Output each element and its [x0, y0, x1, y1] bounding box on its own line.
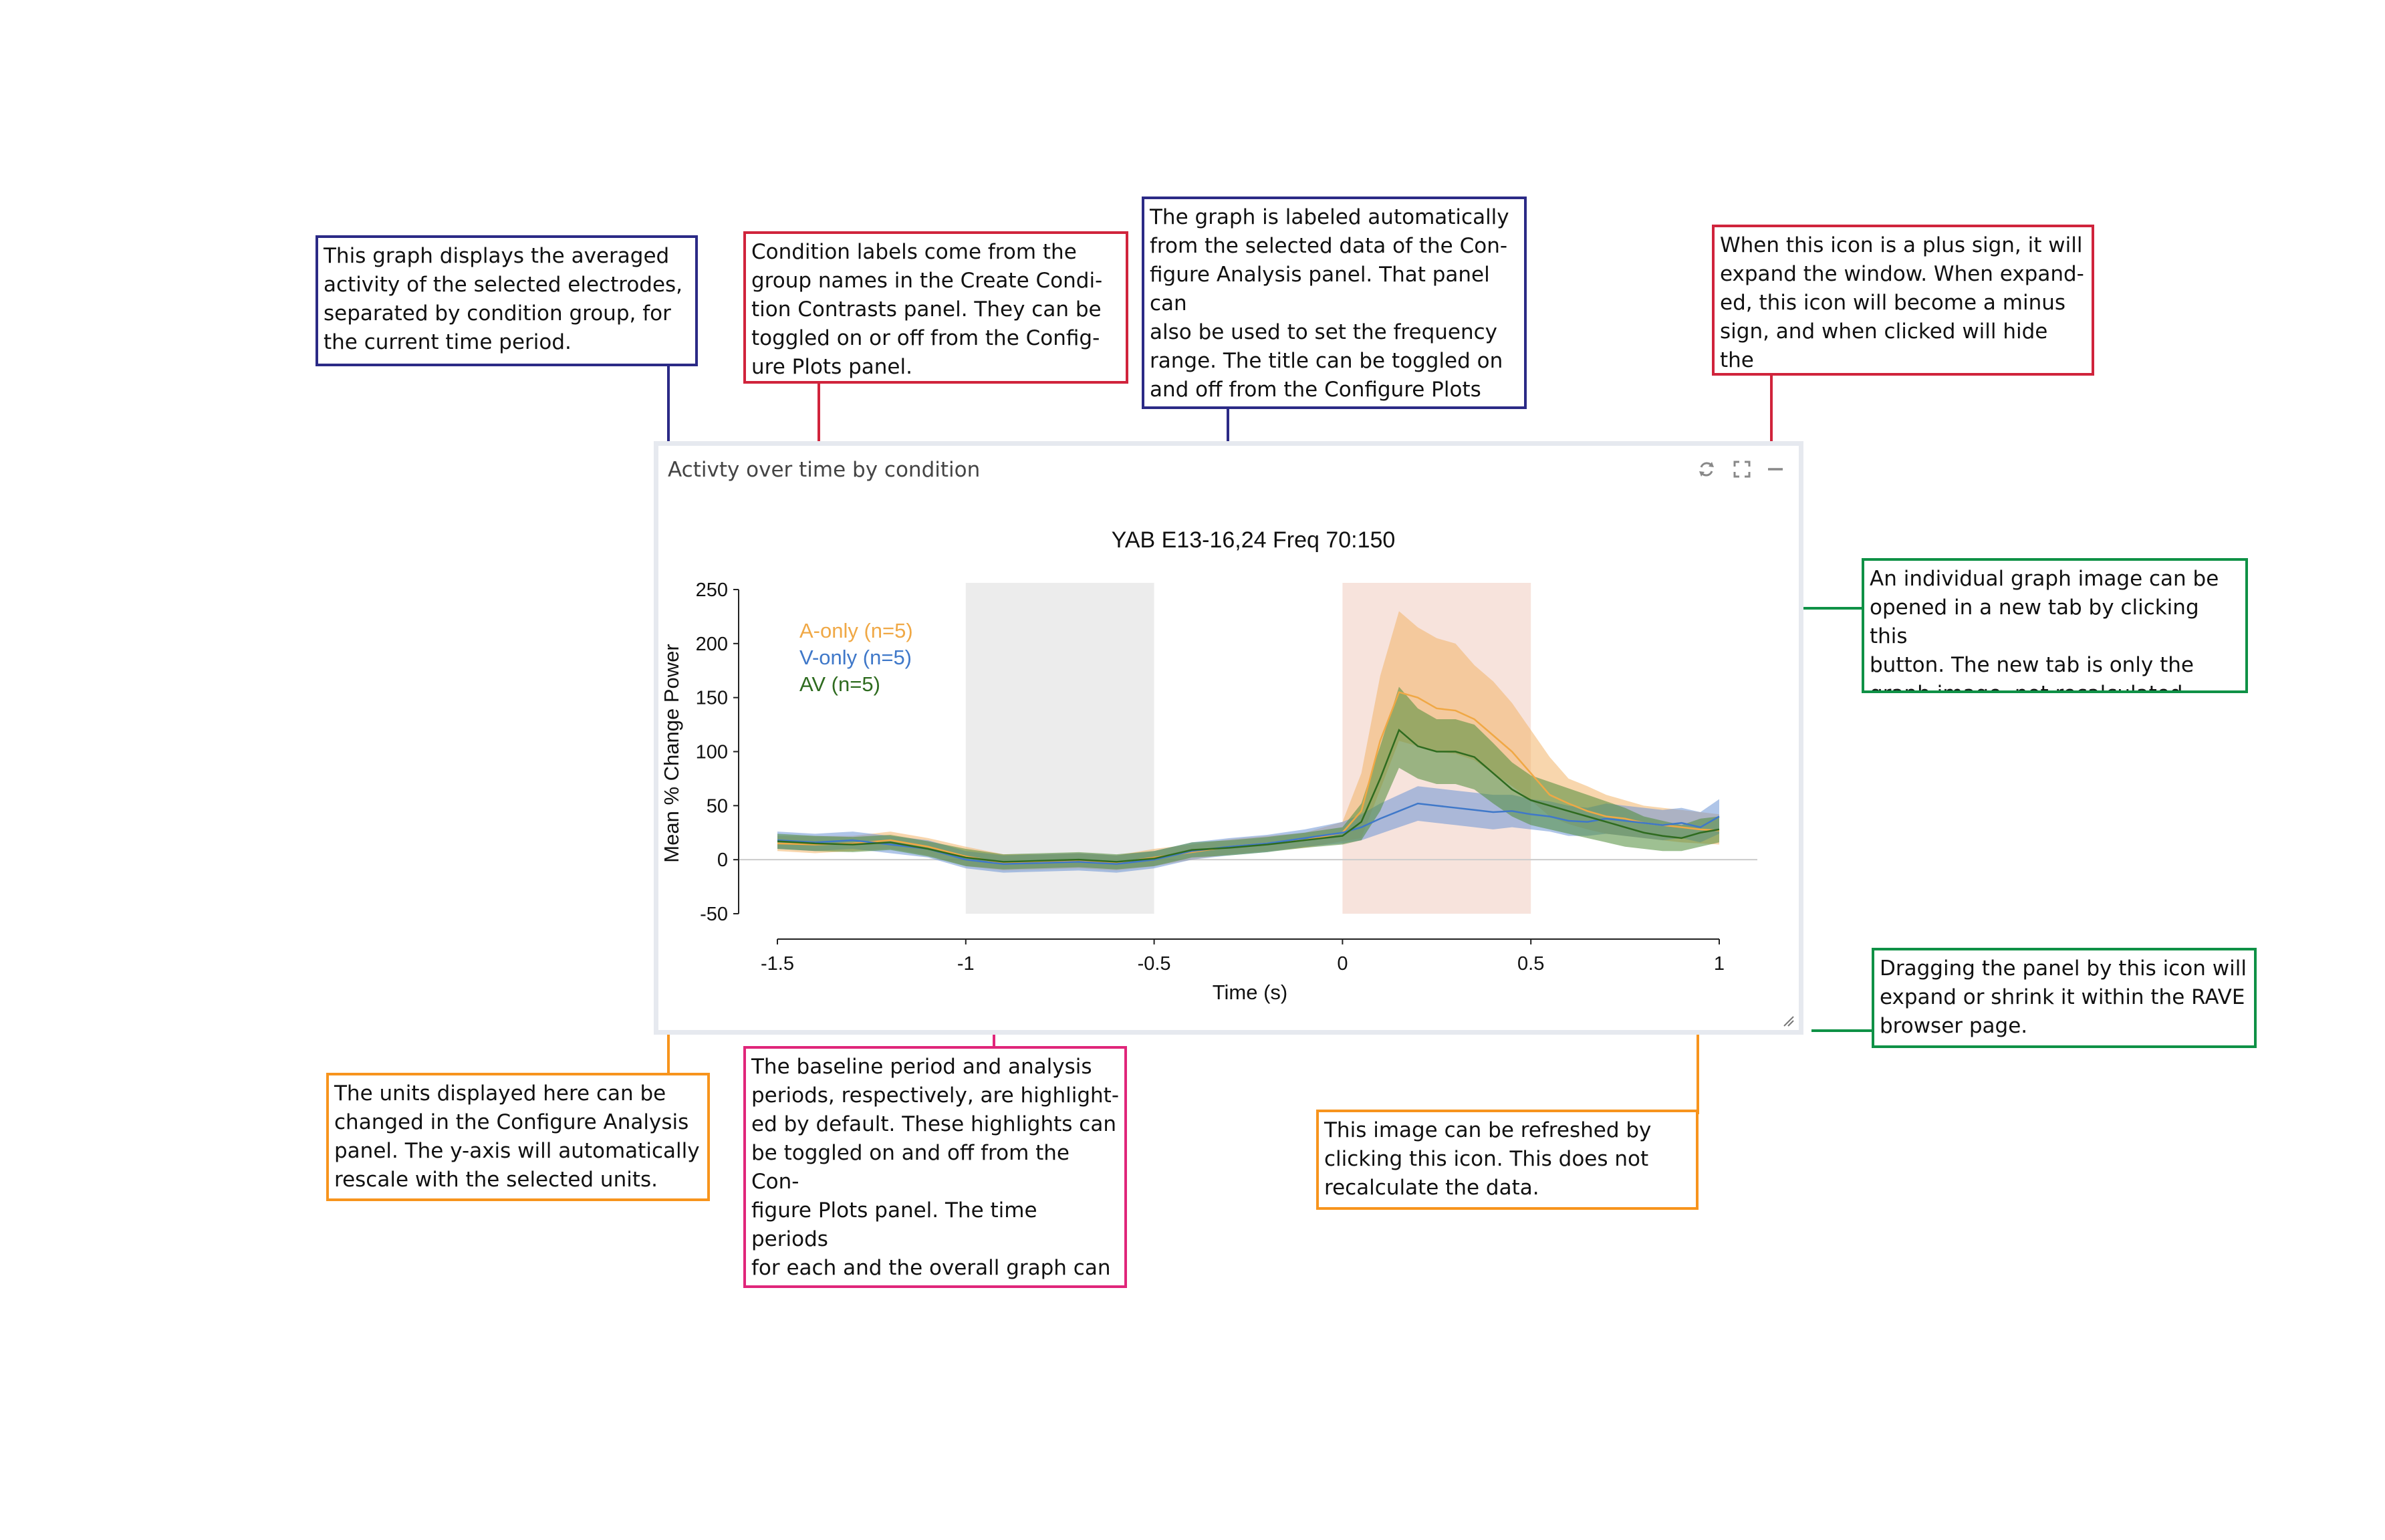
- callout-minus-icon: When this icon is a plus sign, it will e…: [1712, 225, 2094, 376]
- y-tick-label: 200: [696, 634, 728, 655]
- y-tick-label: 250: [696, 580, 728, 601]
- y-tick-label: 100: [696, 742, 728, 763]
- chart-title: YAB E13-16,24 Freq 70:150: [1112, 527, 1396, 553]
- series-band-2: [777, 686, 1719, 870]
- expand-icon[interactable]: [1731, 458, 1753, 481]
- y-tick-label: 50: [707, 795, 728, 817]
- x-tick-label: 0.5: [1517, 953, 1544, 975]
- y-tick-label: -50: [700, 904, 728, 925]
- callout-refresh: This image can be refreshed by clicking …: [1316, 1110, 1699, 1210]
- chart-xlabel: Time (s): [1213, 981, 1288, 1004]
- x-tick-label: -1.5: [761, 953, 794, 975]
- x-tick-label: -0.5: [1138, 953, 1171, 975]
- panel-header-title: Activty over time by condition: [668, 458, 981, 482]
- callout-new-tab: An individual graph image can be opened …: [1862, 558, 2248, 693]
- callout-condition-labels: Condition labels come from the group nam…: [743, 231, 1128, 384]
- series-band-1: [777, 786, 1719, 873]
- x-tick-label: 0: [1337, 953, 1348, 975]
- minimize-icon[interactable]: [1764, 458, 1787, 481]
- legend-item: V-only (n=5): [799, 646, 912, 669]
- series-band-0: [777, 611, 1719, 871]
- callout-graph-description: This graph displays the averaged activit…: [316, 235, 698, 366]
- callout-drag-panel: Dragging the panel by this icon will exp…: [1872, 948, 2257, 1048]
- callout-baseline: The baseline period and analysis periods…: [743, 1046, 1127, 1288]
- chart-ylabel: Mean % Change Power: [660, 644, 683, 862]
- resize-handle-icon[interactable]: [1780, 1013, 1795, 1027]
- callout-graph-label: The graph is labeled automatically from …: [1142, 197, 1527, 409]
- callout-units: The units displayed here can be changed …: [326, 1073, 710, 1201]
- x-tick-label: -1: [957, 953, 975, 975]
- refresh-icon[interactable]: [1695, 458, 1718, 481]
- series-line-1: [777, 802, 1720, 865]
- activity-chart: YAB E13-16,24 Freq 70:150 Mean % Change …: [660, 527, 1757, 1004]
- series-line-2: [777, 729, 1720, 863]
- y-tick-label: 0: [717, 850, 728, 871]
- x-tick-label: 1: [1714, 953, 1725, 975]
- graph-panel[interactable]: Activty over time by condition YAB E13-1…: [654, 441, 1803, 1035]
- y-tick-label: 150: [696, 688, 728, 709]
- legend-item: AV (n=5): [799, 672, 880, 696]
- legend-item: A-only (n=5): [799, 619, 913, 642]
